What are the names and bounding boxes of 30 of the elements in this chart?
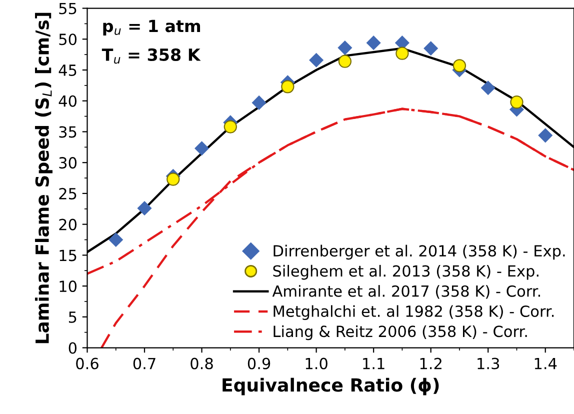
legend-label: Amirante et al. 2017 (358 K) - Corr. <box>272 285 540 299</box>
annotation: T$_{u}$ = 358 K <box>102 48 201 64</box>
y-tick-label: 30 <box>59 157 77 169</box>
y-tick-label: 35 <box>59 126 76 138</box>
y-tick-label: 55 <box>59 2 76 14</box>
x-tick-label: 0.8 <box>190 358 213 370</box>
y-tick-label: 25 <box>59 188 76 200</box>
y-tick-label: 50 <box>59 34 77 46</box>
y-tick-label: 5 <box>68 312 76 323</box>
legend-label: Liang & Reitz 2006 (358 K) - Corr. <box>274 325 527 340</box>
y-tick-label: 40 <box>58 95 77 107</box>
y-tick-label: 20 <box>59 218 77 230</box>
x-tick-label: 1.3 <box>478 358 500 370</box>
y-tick-label: 0 <box>68 342 77 354</box>
x-tick-label: 1.4 <box>534 358 557 370</box>
legend-label: Dirrenberger et al. 2014 (358 K) - Exp. <box>274 244 565 260</box>
x-tick-label: 0.9 <box>248 358 270 370</box>
y-axis-title: Laminar Flame Speed (S$_{L}$) [cm/s] <box>35 12 52 344</box>
x-tick-label: 1.0 <box>306 358 328 370</box>
y-tick-label: 45 <box>58 64 76 76</box>
x-axis-title: Equivalnece Ratio (ϕ) <box>222 378 439 396</box>
x-tick-label: 1.1 <box>363 358 384 370</box>
legend-label: Metghalchi et. al 1982 (358 K) - Corr. <box>274 305 554 320</box>
legend-label: Sileghem et al. 2013 (358 K) - Exp. <box>273 264 538 280</box>
annotation: p$_{u}$ = 1 atm <box>103 20 200 36</box>
x-tick-label: 1.2 <box>420 358 442 370</box>
x-tick-label: 0.6 <box>76 358 98 370</box>
x-tick-label: 0.7 <box>133 358 156 370</box>
y-tick-label: 15 <box>60 250 76 262</box>
y-tick-label: 10 <box>60 280 77 292</box>
